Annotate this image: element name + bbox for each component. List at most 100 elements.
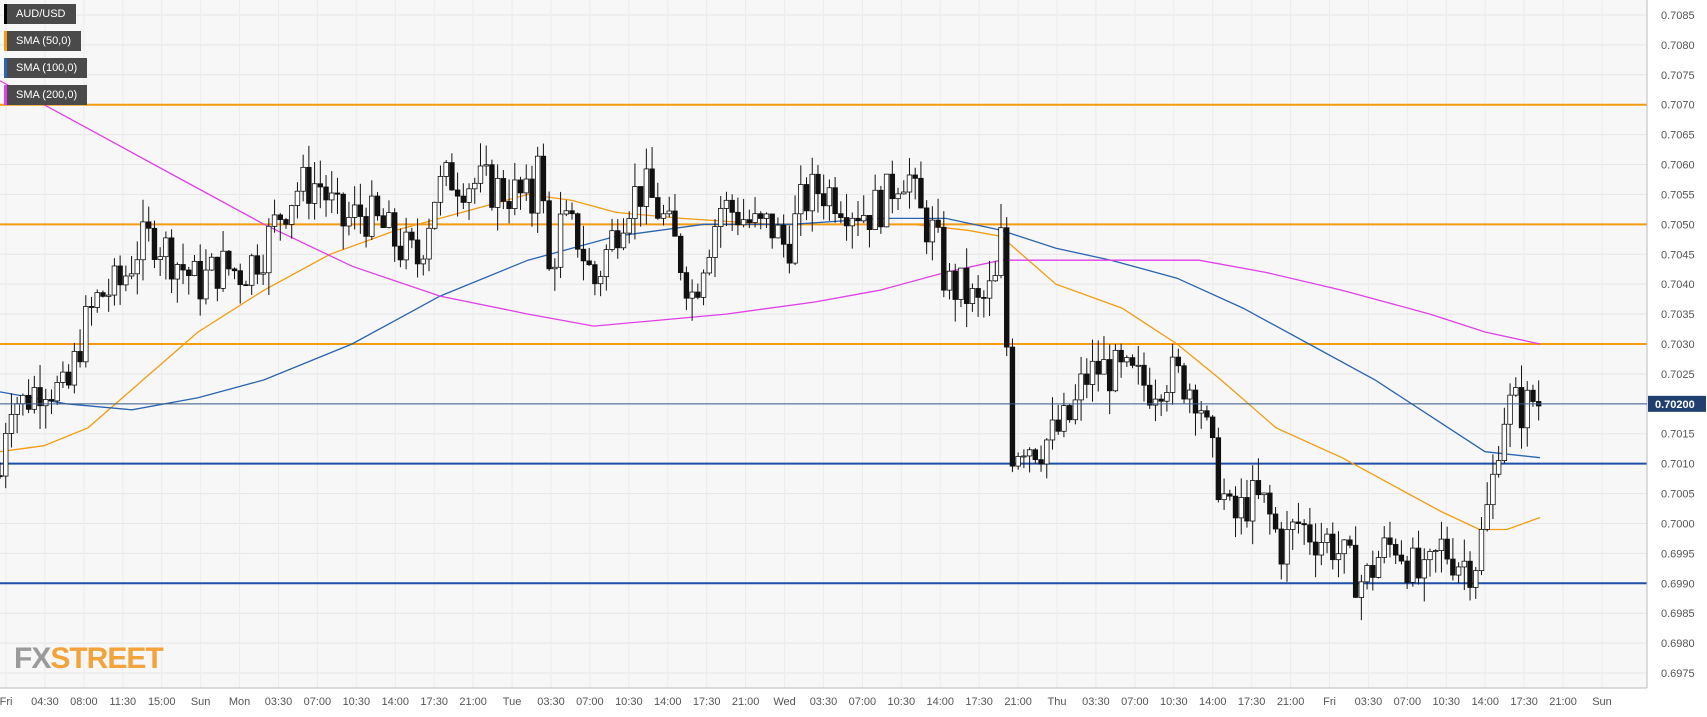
legend-item-sma100[interactable]: SMA (100,0) <box>4 58 88 78</box>
candle-body <box>798 184 804 215</box>
candle-body <box>1204 410 1210 418</box>
candle-body <box>208 256 215 271</box>
candle <box>151 220 158 269</box>
candle-body <box>569 210 575 215</box>
candle-body <box>763 213 770 219</box>
candle-body <box>683 272 690 299</box>
candle <box>243 280 249 287</box>
candle-body <box>729 199 735 213</box>
candle <box>283 217 289 229</box>
candle <box>506 179 512 224</box>
candle <box>472 177 478 204</box>
candle-body <box>151 227 158 260</box>
candle-body <box>140 221 146 261</box>
candle <box>1438 521 1445 573</box>
candle <box>1387 521 1393 558</box>
candle <box>494 164 501 231</box>
candle <box>666 196 672 218</box>
candle <box>380 208 386 229</box>
candle <box>317 160 324 209</box>
candle-body <box>1181 365 1187 400</box>
candle-body <box>723 199 730 209</box>
candle <box>1461 539 1468 591</box>
y-tick-label: 0.6985 <box>1661 608 1695 620</box>
candle-body <box>1455 566 1462 576</box>
candle <box>1501 407 1508 464</box>
candle <box>357 183 364 234</box>
candle <box>580 225 587 281</box>
candle-body <box>117 265 123 286</box>
candle-body <box>906 174 913 193</box>
candle-body <box>157 256 163 260</box>
candle-body <box>123 275 129 286</box>
candle <box>1175 348 1182 373</box>
candle <box>1135 345 1141 385</box>
candle-body <box>65 371 72 386</box>
candle <box>60 361 66 389</box>
x-tick-label: 14:00 <box>1199 696 1227 708</box>
legend-label: SMA (200,0) <box>16 89 78 101</box>
candle-body <box>529 178 535 214</box>
candle-body <box>1370 565 1376 578</box>
candle-body <box>649 168 655 198</box>
candle <box>1455 562 1462 584</box>
candle-body <box>963 267 970 304</box>
candle-body <box>1438 538 1445 551</box>
legend-item-sma50[interactable]: SMA (50,0) <box>4 31 82 51</box>
candle-body <box>1530 389 1536 402</box>
candle-body <box>883 173 890 228</box>
candle-body <box>1021 455 1027 458</box>
candle <box>1187 383 1193 414</box>
candle-body <box>1410 547 1416 583</box>
legend-item-audusd[interactable]: AUD/USD <box>4 4 76 24</box>
candle <box>969 283 976 312</box>
candle <box>923 200 930 254</box>
candle <box>1106 344 1113 415</box>
candle-body <box>626 218 632 234</box>
candle-body <box>186 269 192 277</box>
candle <box>1415 530 1422 585</box>
x-tick-label: 17:30 <box>965 696 993 708</box>
candle-body <box>597 276 604 285</box>
candle-body <box>1524 389 1530 429</box>
candle <box>374 192 381 221</box>
candle <box>1066 403 1073 423</box>
candle <box>803 177 810 221</box>
candle <box>1484 482 1490 532</box>
candle <box>1410 537 1416 587</box>
candle-body <box>8 414 15 434</box>
candle-body <box>357 204 364 217</box>
candle-body <box>1501 423 1508 462</box>
candle <box>1078 356 1084 421</box>
candle <box>586 247 592 266</box>
candle <box>872 174 878 230</box>
candle-body <box>1290 521 1296 530</box>
candle-body <box>1038 459 1044 465</box>
candle <box>1524 381 1530 447</box>
candle <box>1272 507 1279 533</box>
candle <box>128 256 135 280</box>
candle <box>609 218 615 252</box>
x-tick-label: 21:00 <box>1277 696 1305 708</box>
candle-body <box>54 382 60 402</box>
candle <box>1026 447 1033 473</box>
candle <box>1364 563 1370 590</box>
candle <box>1330 522 1336 570</box>
candle-body <box>866 215 873 230</box>
x-tick-label: 21:00 <box>1004 696 1032 708</box>
x-tick-label: 10:30 <box>888 696 916 708</box>
candle-body <box>1095 360 1101 375</box>
candle <box>866 215 873 248</box>
candle <box>489 159 495 211</box>
candle-body <box>1301 523 1307 526</box>
y-tick-label: 0.7010 <box>1661 459 1695 471</box>
candle <box>1147 367 1153 409</box>
candle-body <box>540 155 547 202</box>
candle-body <box>855 217 861 222</box>
candle <box>523 164 529 201</box>
candle <box>1084 358 1090 399</box>
x-tick-label: 14:00 <box>1471 696 1499 708</box>
candle <box>1015 452 1021 470</box>
legend-swatch <box>4 85 7 105</box>
legend-item-sma200[interactable]: SMA (200,0) <box>4 85 88 105</box>
